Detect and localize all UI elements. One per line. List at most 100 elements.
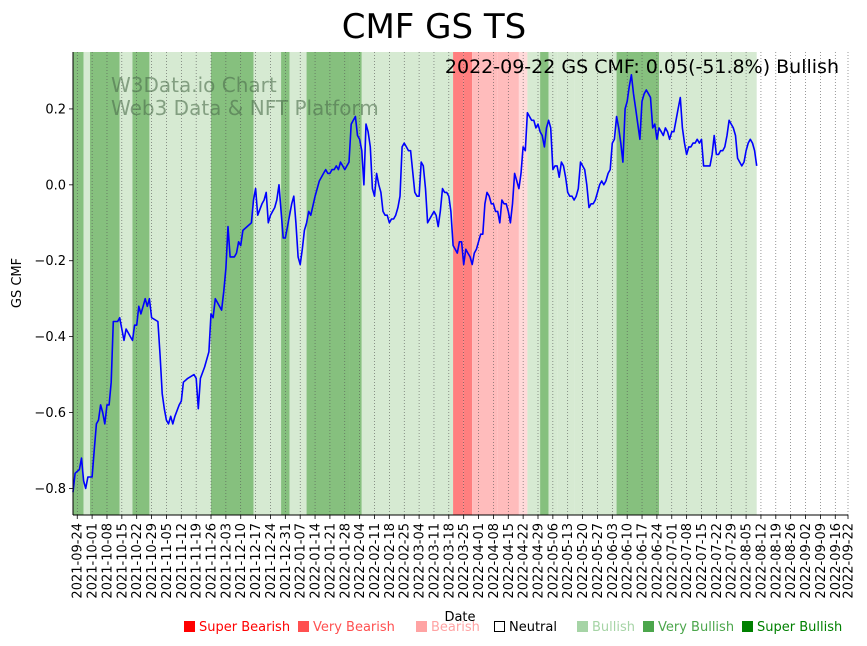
x-tick-label-16: 2022-01-14 <box>309 523 324 599</box>
x-tick-label-39: 2022-06-24 <box>650 523 665 599</box>
regime-band-3 <box>119 52 133 515</box>
x-tick-label-45: 2022-08-05 <box>740 523 755 599</box>
legend-swatch <box>742 621 753 632</box>
x-tick-label-44: 2022-07-29 <box>725 523 740 599</box>
x-tick-label-2: 2021-10-08 <box>100 523 115 599</box>
regime-band-18 <box>463 52 473 515</box>
x-tick-label-6: 2021-11-05 <box>160 523 175 599</box>
x-tick-label-9: 2021-11-26 <box>205 523 220 599</box>
x-tick-label-19: 2022-02-04 <box>353 523 368 599</box>
regime-band-16 <box>433 52 454 515</box>
x-tick-label-37: 2022-06-10 <box>621 523 636 599</box>
chart-title: CMF GS TS <box>342 7 527 47</box>
regime-band-14 <box>374 52 420 515</box>
x-tick-label-52: 2022-09-22 <box>842 523 857 599</box>
x-tick-label-3: 2021-10-15 <box>115 523 130 599</box>
regime-band-15 <box>419 52 434 515</box>
regime-band-29 <box>667 52 757 515</box>
x-tick-label-33: 2022-05-13 <box>561 523 576 599</box>
legend-swatch <box>494 621 505 632</box>
x-tick-label-1: 2021-10-01 <box>86 523 101 599</box>
x-tick-label-48: 2022-08-26 <box>784 523 799 599</box>
cmf-series <box>72 74 758 493</box>
x-tick-label-29: 2022-04-15 <box>502 523 517 599</box>
x-tick-label-4: 2021-10-22 <box>130 523 145 599</box>
legend-item-very-bullish: Very Bullish <box>643 620 734 635</box>
x-tick-label-35: 2022-05-27 <box>591 523 606 599</box>
y-tick-label-3: −0.2 <box>34 254 66 269</box>
x-tick-label-18: 2022-01-28 <box>338 523 353 599</box>
y-tick-label-2: −0.4 <box>34 330 66 345</box>
x-tick-label-36: 2022-06-03 <box>606 523 621 599</box>
regime-band-28 <box>659 52 668 515</box>
x-tick-label-42: 2022-07-15 <box>695 523 710 599</box>
y-tick-label-1: −0.6 <box>34 406 66 421</box>
x-tick-label-28: 2022-04-08 <box>487 523 502 599</box>
x-axis-ticks: 2021-09-24 2021-10-01 2021-10-08 2021-10-15… <box>71 515 857 599</box>
regime-band-1 <box>83 52 90 515</box>
regime-band-12 <box>349 52 362 515</box>
legend-item-neutral: Neutral <box>494 620 557 635</box>
x-tick-label-43: 2022-07-22 <box>710 523 725 599</box>
x-tick-label-0: 2021-09-24 <box>71 523 86 599</box>
regime-band-19 <box>472 52 498 515</box>
regime-band-6 <box>157 52 212 515</box>
legend-swatch <box>416 621 427 632</box>
regime-band-10 <box>289 52 307 515</box>
legend-swatch <box>298 621 309 632</box>
x-gridlines <box>76 52 849 515</box>
x-tick-label-24: 2022-03-11 <box>427 523 442 599</box>
watermark-line-1: W3Data.io Chart <box>111 73 277 97</box>
x-tick-label-10: 2021-12-03 <box>219 523 234 599</box>
regime-band-17 <box>453 52 464 515</box>
legend-label: Very Bearish <box>313 620 395 635</box>
x-tick-label-51: 2022-09-16 <box>829 523 844 599</box>
x-tick-label-15: 2022-01-07 <box>294 523 309 599</box>
x-tick-label-41: 2022-07-08 <box>680 523 695 599</box>
legend-swatch <box>643 621 654 632</box>
regime-band-23 <box>540 52 549 515</box>
regime-band-4 <box>132 52 150 515</box>
x-tick-label-20: 2022-02-11 <box>368 523 383 599</box>
regime-band-13 <box>361 52 375 515</box>
x-tick-label-30: 2022-04-22 <box>517 523 532 599</box>
cmf-line <box>72 74 758 493</box>
x-tick-label-12: 2021-12-17 <box>249 523 264 599</box>
legend-label: Super Bullish <box>757 620 843 635</box>
legend-label: Very Bullish <box>658 620 735 635</box>
watermark-line-2: Web3 Data & NFT Platform <box>111 96 379 120</box>
y-axis-label: GS CMF <box>10 258 25 308</box>
x-tick-label-22: 2022-02-25 <box>398 523 413 599</box>
regime-band-5 <box>149 52 158 515</box>
regime-bands <box>73 52 757 515</box>
axes <box>72 52 848 516</box>
x-tick-label-14: 2021-12-31 <box>279 523 294 599</box>
legend-label: Neutral <box>509 620 557 635</box>
legend-swatch <box>577 621 588 632</box>
x-tick-label-11: 2021-12-10 <box>234 523 249 599</box>
x-tick-label-5: 2021-10-29 <box>145 523 160 599</box>
x-tick-label-38: 2022-06-17 <box>636 523 651 599</box>
regime-band-7 <box>211 52 254 515</box>
latest-value-annotation: 2022-09-22 GS CMF: 0.05(-51.8%) Bullish <box>445 56 839 78</box>
legend-item-bearish: Bearish <box>416 620 480 635</box>
legend-item-bullish: Bullish <box>577 620 635 635</box>
legend: Super Bearish Very Bearish Bearish Neutral B… <box>0 620 867 640</box>
regime-band-11 <box>306 52 350 515</box>
x-tick-label-8: 2021-11-19 <box>190 523 205 599</box>
x-tick-label-21: 2022-02-18 <box>383 523 398 599</box>
x-tick-label-50: 2022-09-09 <box>814 523 829 599</box>
x-tick-label-23: 2022-03-04 <box>413 523 428 599</box>
regime-band-0 <box>73 52 84 515</box>
x-tick-label-26: 2022-03-25 <box>457 523 472 599</box>
legend-label: Bearish <box>431 620 480 635</box>
regime-band-22 <box>527 52 541 515</box>
legend-swatch <box>184 621 195 632</box>
x-tick-label-32: 2022-05-06 <box>546 523 561 599</box>
y-tick-label-0: −0.8 <box>34 482 66 497</box>
x-tick-label-13: 2021-12-24 <box>264 523 279 599</box>
x-tick-label-25: 2022-03-18 <box>442 523 457 599</box>
x-tick-label-17: 2022-01-21 <box>323 523 338 599</box>
x-tick-label-49: 2022-09-02 <box>799 523 814 599</box>
